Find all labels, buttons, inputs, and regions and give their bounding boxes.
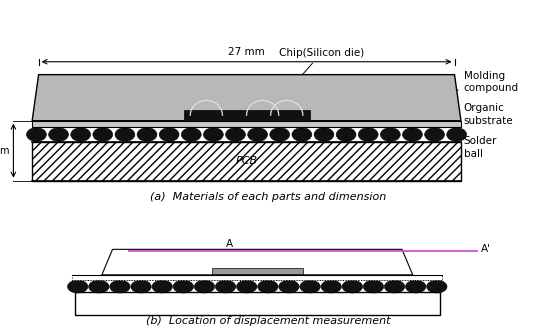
Ellipse shape (215, 280, 236, 293)
Ellipse shape (248, 128, 267, 141)
Ellipse shape (406, 280, 426, 293)
Text: Solder
ball: Solder ball (458, 135, 497, 159)
Ellipse shape (270, 128, 289, 141)
Text: (a)  Materials of each parts and dimension: (a) Materials of each parts and dimensio… (150, 192, 386, 202)
Ellipse shape (71, 128, 91, 141)
Ellipse shape (336, 128, 356, 141)
Ellipse shape (173, 280, 193, 293)
Text: A: A (226, 239, 234, 249)
Text: (b)  Location of displacement measurement: (b) Location of displacement measurement (146, 316, 390, 326)
Text: A': A' (481, 244, 492, 254)
Ellipse shape (159, 128, 179, 141)
Ellipse shape (292, 128, 312, 141)
Text: Organic
substrate: Organic substrate (449, 103, 513, 126)
Ellipse shape (314, 128, 334, 141)
Ellipse shape (88, 280, 109, 293)
Text: 27 mm: 27 mm (228, 47, 265, 57)
Ellipse shape (381, 128, 400, 141)
Ellipse shape (93, 128, 113, 141)
Ellipse shape (425, 128, 444, 141)
Ellipse shape (363, 280, 384, 293)
Ellipse shape (258, 280, 278, 293)
Ellipse shape (152, 280, 173, 293)
Ellipse shape (27, 128, 47, 141)
Ellipse shape (446, 128, 466, 141)
Ellipse shape (236, 280, 257, 293)
Ellipse shape (321, 280, 341, 293)
Ellipse shape (358, 128, 378, 141)
Bar (72, 275, 442, 280)
Ellipse shape (342, 280, 362, 293)
Bar (32, 142, 461, 181)
Bar (75, 292, 440, 315)
Ellipse shape (403, 128, 422, 141)
Bar (32, 121, 461, 127)
Ellipse shape (181, 128, 201, 141)
Ellipse shape (279, 280, 299, 293)
Polygon shape (32, 75, 461, 121)
Bar (183, 110, 310, 121)
Ellipse shape (49, 128, 69, 141)
Ellipse shape (131, 280, 151, 293)
Text: 10 mm: 10 mm (228, 89, 265, 99)
Ellipse shape (110, 280, 130, 293)
Text: Molding
compound: Molding compound (445, 71, 519, 94)
Ellipse shape (137, 128, 157, 141)
Ellipse shape (68, 280, 88, 293)
Ellipse shape (384, 280, 405, 293)
Ellipse shape (115, 128, 135, 141)
Text: 3.84 mm: 3.84 mm (0, 146, 10, 156)
Ellipse shape (300, 280, 321, 293)
Polygon shape (102, 249, 413, 275)
Ellipse shape (204, 128, 224, 141)
Ellipse shape (427, 280, 447, 293)
Ellipse shape (226, 128, 245, 141)
Bar (212, 267, 303, 274)
Text: PCB: PCB (235, 156, 258, 166)
Ellipse shape (194, 280, 214, 293)
Text: Chip(Silicon die): Chip(Silicon die) (268, 48, 364, 113)
